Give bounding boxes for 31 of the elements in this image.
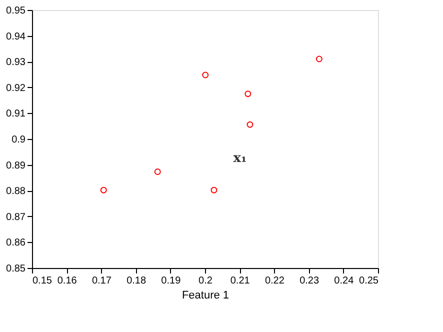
x-tick-label: 0.18 xyxy=(126,276,146,286)
y-tick-label: 0.86 xyxy=(6,238,26,249)
y-tick-label: 0.89 xyxy=(6,160,26,172)
point xyxy=(154,168,161,175)
x-tick-label: 0.24 xyxy=(334,276,354,286)
y-tick-label: 0.87 xyxy=(6,212,26,223)
y-tick-label: 0.93 xyxy=(6,57,26,68)
x-tick-label: 0.21 xyxy=(230,276,250,286)
x-axis-title: Feature 1 xyxy=(182,290,230,302)
point xyxy=(246,121,254,128)
y-tick-label: 0.92 xyxy=(6,82,26,94)
point xyxy=(210,186,218,194)
x-tick-label: 0.19 xyxy=(161,276,182,286)
y-tick-label: 0.95 xyxy=(6,6,26,16)
annotation: x₁ xyxy=(233,151,247,166)
y-tick-label: 0.91 xyxy=(6,108,26,120)
x-tick-label: 0.2 xyxy=(198,276,213,286)
y-tick-label: 0.85 xyxy=(6,264,26,274)
x-tick-label: 0.16 xyxy=(57,276,78,286)
point xyxy=(202,72,209,78)
x-tick-label: 0.17 xyxy=(92,276,112,286)
y-tick-label: 0.88 xyxy=(6,186,26,198)
x-tick-label: 0.23 xyxy=(300,276,320,286)
y-tick-label: 0.94 xyxy=(6,31,26,42)
point xyxy=(244,90,252,98)
point xyxy=(100,186,107,194)
x-tick-label: 0.25 xyxy=(359,276,379,286)
point xyxy=(316,56,322,62)
y-tick-label: 0.9 xyxy=(12,134,26,146)
x-tick-label: 0.15 xyxy=(32,276,52,286)
x-tick-label: 0.22 xyxy=(264,276,285,286)
